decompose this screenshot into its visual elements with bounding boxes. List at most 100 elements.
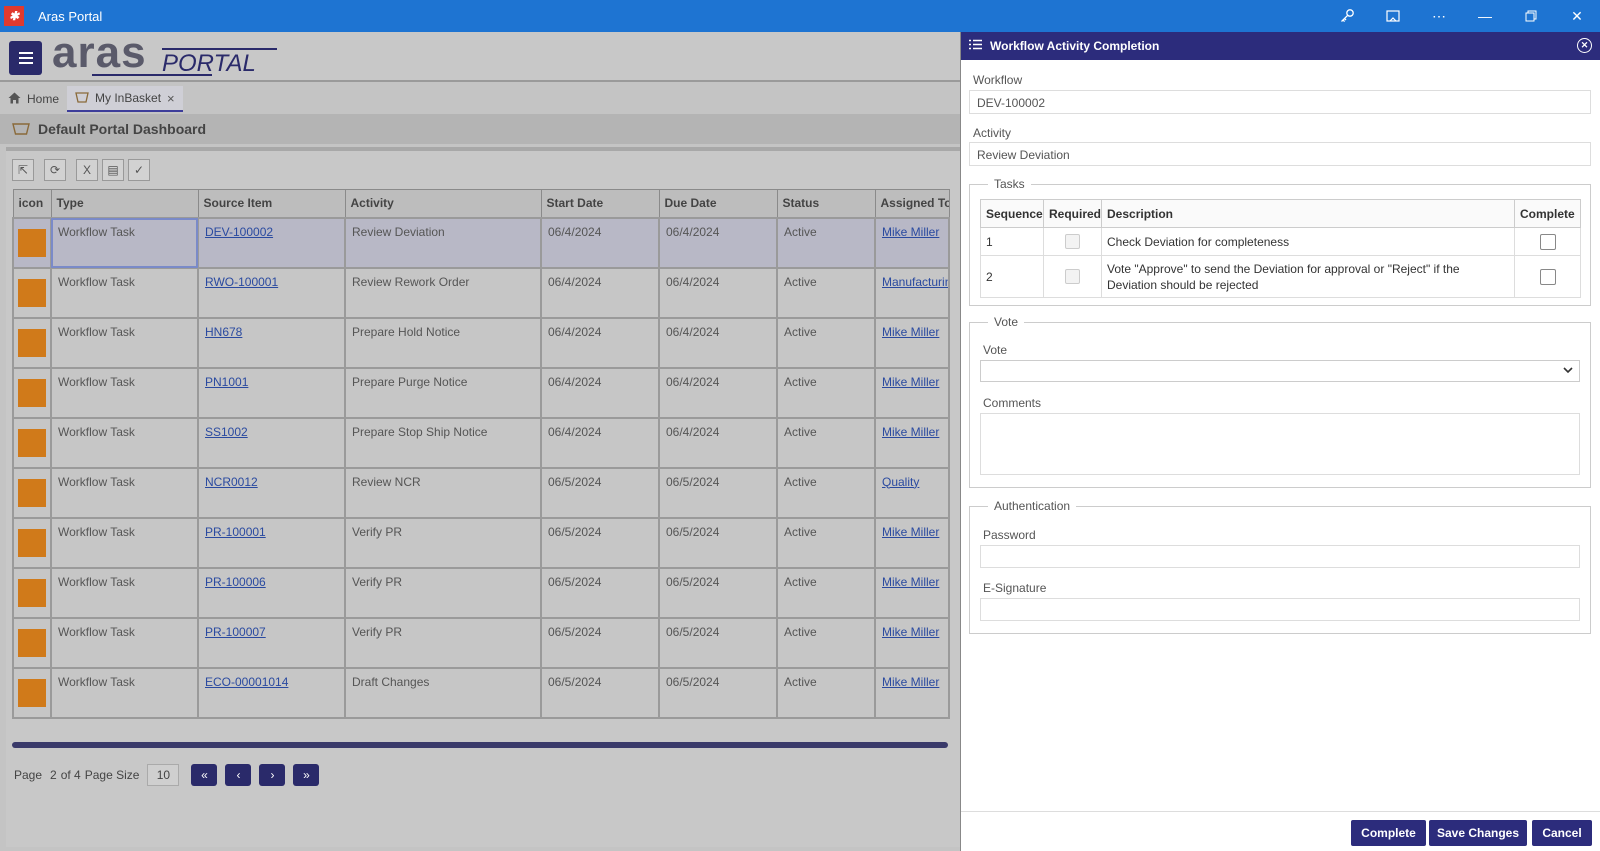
task-sequence: 2 [980,255,1044,298]
column-header-source-item[interactable]: Source Item [197,189,346,218]
cell-activity: Review Deviation [344,216,542,269]
assigned-to-link[interactable]: Quality [882,474,920,489]
key-icon[interactable] [1324,0,1370,32]
restore-button[interactable] [1508,0,1554,32]
cell-assigned-to: Mike Miller [874,516,950,569]
task-row: 1 Check Deviation for completeness [980,227,1581,256]
cast-icon[interactable] [1370,0,1416,32]
column-header-due-date[interactable]: Due Date [658,189,778,218]
pager-of-total: of 4 [60,768,81,782]
source-item-link[interactable]: ECO-00001014 [205,674,289,689]
export-pdf-icon[interactable]: ▤ [102,159,124,181]
comments-textarea[interactable] [980,413,1580,475]
column-header-activity[interactable]: Activity [344,189,542,218]
tasks-column-required: Required [1043,199,1102,228]
complete-button[interactable]: Complete [1351,820,1426,846]
source-item-link[interactable]: PR-100001 [205,524,266,539]
table-row[interactable]: Workflow Task PR-100001 Verify PR 06/5/2024… [12,516,950,569]
esignature-input[interactable] [980,598,1580,621]
table-row[interactable]: Workflow Task DEV-100002 Review Deviation 0… [12,216,950,269]
source-item-link[interactable]: DEV-100002 [205,224,274,239]
tasks-column-complete: Complete [1514,199,1581,228]
source-item-link[interactable]: HN678 [205,324,243,339]
pager: Page 2 of 4 Page Size 10 « ‹ › » [14,763,320,787]
cell-status: Active [776,416,876,469]
source-item-link[interactable]: SS1002 [205,424,248,439]
first-page-button[interactable]: « [191,764,218,786]
assigned-to-link[interactable]: Mike Miller [882,374,940,389]
table-row[interactable]: Workflow Task PR-100006 Verify PR 06/5/2024… [12,566,950,619]
source-item-link[interactable]: PR-100006 [205,574,266,589]
task-description: Vote "Approve" to send the Deviation for… [1101,255,1515,298]
column-header-assigned-to[interactable]: Assigned To [874,189,950,218]
more-options-icon[interactable]: ⋯ [1432,7,1446,24]
dashboard-title-bar: Default Portal Dashboard [0,114,960,144]
table-row[interactable]: Workflow Task NCR0012 Review NCR 06/5/2024 0… [12,466,950,519]
row-icon-cell [12,266,52,319]
page-size-input[interactable]: 10 [147,764,180,786]
task-complete-checkbox[interactable] [1539,268,1556,285]
close-tab-icon[interactable]: × [167,90,175,106]
horizontal-scrollbar[interactable] [12,742,948,748]
assigned-to-link[interactable]: Mike Miller [882,574,940,589]
cell-start-date: 06/4/2024 [540,216,660,269]
cell-due-date: 06/4/2024 [658,416,778,469]
vote-select[interactable] [980,360,1580,382]
previous-page-button[interactable]: ‹ [225,764,252,786]
open-item-icon[interactable]: ⇱ [12,159,34,181]
source-item-link[interactable]: PR-100007 [205,624,266,639]
cell-start-date: 06/4/2024 [540,366,660,419]
source-item-link[interactable]: RWO-100001 [205,274,279,289]
assigned-to-link[interactable]: Mike Miller [882,424,940,439]
next-page-button[interactable]: › [259,764,286,786]
tab-my-inbasket[interactable]: My InBasket × [67,86,183,112]
column-header-type[interactable]: Type [50,189,199,218]
source-item-link[interactable]: NCR0012 [205,474,258,489]
close-dialog-icon[interactable]: ✕ [1577,38,1592,53]
cell-start-date: 06/4/2024 [540,416,660,469]
table-row[interactable]: Workflow Task PR-100007 Verify PR 06/5/2024… [12,616,950,669]
assigned-to-link[interactable]: Mike Miller [882,524,940,539]
task-row: 2 Vote "Approve" to send the Deviation f… [980,255,1581,298]
column-header-start-date[interactable]: Start Date [540,189,660,218]
cell-status: Active [776,566,876,619]
assigned-to-link[interactable]: Mike Miller [882,224,940,239]
column-header-icon[interactable]: icon [12,189,52,218]
task-list-icon [969,39,982,53]
refresh-icon[interactable]: ⟳ [44,159,66,181]
minimize-button[interactable]: — [1478,8,1492,24]
last-page-button[interactable]: » [293,764,320,786]
workflow-task-icon [18,428,46,457]
assigned-to-link[interactable]: Mike Miller [882,624,940,639]
source-item-link[interactable]: PN1001 [205,374,249,389]
hamburger-menu-button[interactable] [9,41,42,75]
tab-home[interactable]: Home [0,86,67,112]
assigned-to-link[interactable]: Mike Miller [882,324,940,339]
close-window-button[interactable]: ✕ [1571,7,1583,24]
tab-bar: Home My InBasket × [0,84,960,112]
password-input[interactable] [980,545,1580,568]
table-row[interactable]: Workflow Task ECO-00001014 Draft Changes 06… [12,666,950,719]
cell-assigned-to: Mike Miller [874,416,950,469]
table-row[interactable]: Workflow Task PN1001 Prepare Purge Notice 0… [12,366,950,419]
cell-assigned-to: Mike Miller [874,666,950,719]
save-changes-button[interactable]: Save Changes [1429,820,1527,846]
cell-activity: Prepare Stop Ship Notice [344,416,542,469]
cell-assigned-to: Mike Miller [874,616,950,669]
cell-type: Workflow Task [50,216,199,269]
table-row[interactable]: Workflow Task HN678 Prepare Hold Notice 06/… [12,316,950,369]
task-complete-checkbox[interactable] [1539,233,1556,250]
task-description: Check Deviation for completeness [1101,227,1515,256]
cell-activity: Verify PR [344,566,542,619]
esignature-label: E-Signature [983,581,1047,595]
assigned-to-link[interactable]: Mike Miller [882,674,940,689]
table-row[interactable]: Workflow Task RWO-100001 Review Rework Ord… [12,266,950,319]
dialog-footer: Complete Save Changes Cancel [961,811,1600,851]
cancel-button[interactable]: Cancel [1532,820,1592,846]
assigned-to-link[interactable]: Manufacturing [882,274,947,289]
cell-start-date: 06/4/2024 [540,316,660,369]
complete-checkmark-icon[interactable]: ✓ [128,159,150,181]
table-row[interactable]: Workflow Task SS1002 Prepare Stop Ship Not… [12,416,950,469]
column-header-status[interactable]: Status [776,189,876,218]
export-excel-icon[interactable]: X [76,159,98,181]
